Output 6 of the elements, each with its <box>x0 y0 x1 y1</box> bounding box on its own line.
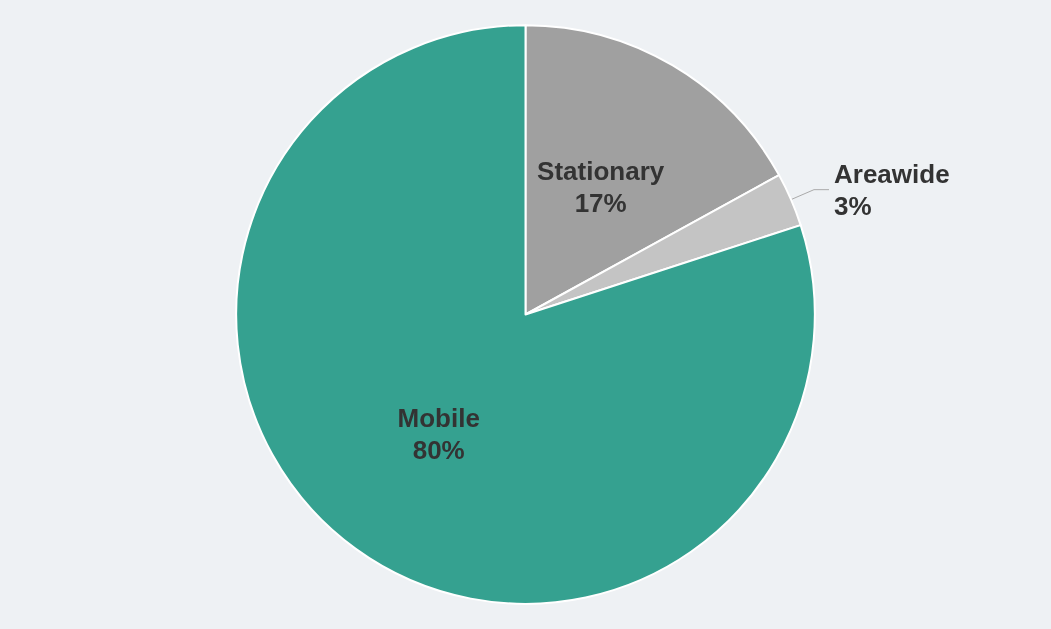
slice-label: Mobile <box>397 402 480 433</box>
slice-label: Stationary <box>537 156 665 187</box>
data-label: 3% <box>833 190 872 221</box>
data-label: 17% <box>574 188 627 219</box>
slice-label: Areawide <box>833 158 950 189</box>
data-label: 80% <box>412 434 465 465</box>
